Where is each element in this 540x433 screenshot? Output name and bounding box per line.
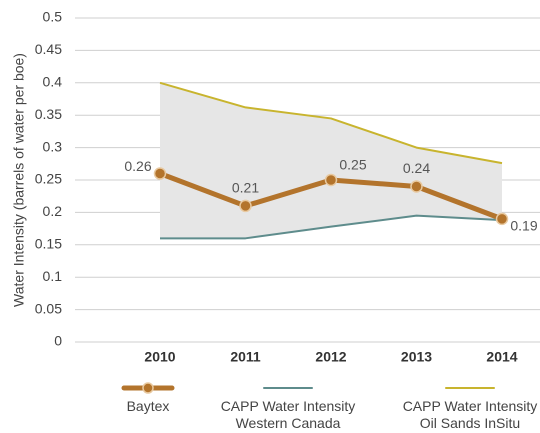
y-tick-label: 0.35 <box>35 106 62 122</box>
data-point <box>239 199 252 213</box>
series-line <box>160 214 503 240</box>
y-tick-label: 0.4 <box>43 74 63 90</box>
data-label: 0.24 <box>403 160 430 176</box>
legend-label: CAPP Water Intensity Oil Sands InSitu <box>402 398 538 431</box>
legend-label: Baytex <box>126 398 170 414</box>
range-band <box>160 82 502 239</box>
y-tick-label: 0.2 <box>43 203 63 219</box>
series-line <box>159 81 503 165</box>
data-label: 0.21 <box>232 180 259 196</box>
y-tick-label: 0 <box>54 333 62 349</box>
x-tick-label: 2014 <box>486 349 517 365</box>
data-label: 0.19 <box>510 218 537 234</box>
y-axis-label: Water Intensity (barrels of water per bo… <box>11 53 27 307</box>
data-point <box>410 180 423 193</box>
y-tick-label: 0.05 <box>35 300 62 316</box>
y-tick-label: 0.3 <box>43 138 63 154</box>
data-point <box>324 173 338 187</box>
y-tick-label: 0.5 <box>43 9 63 25</box>
y-tick-label: 0.45 <box>35 41 62 57</box>
data-point <box>153 167 167 180</box>
legend-label: CAPP Water Intensity Western Canada <box>220 398 356 431</box>
legend-marker <box>142 382 154 394</box>
data-label: 0.26 <box>124 158 151 174</box>
x-tick-label: 2013 <box>401 349 432 365</box>
y-tick-label: 0.1 <box>43 268 63 284</box>
data-point <box>495 212 509 226</box>
x-tick-label: 2012 <box>315 349 346 365</box>
y-tick-label: 0.15 <box>35 236 62 252</box>
x-tick-label: 2010 <box>144 349 175 365</box>
x-tick-label: 2011 <box>230 349 261 365</box>
y-tick-label: 0.25 <box>35 171 62 187</box>
data-label: 0.25 <box>339 157 366 173</box>
